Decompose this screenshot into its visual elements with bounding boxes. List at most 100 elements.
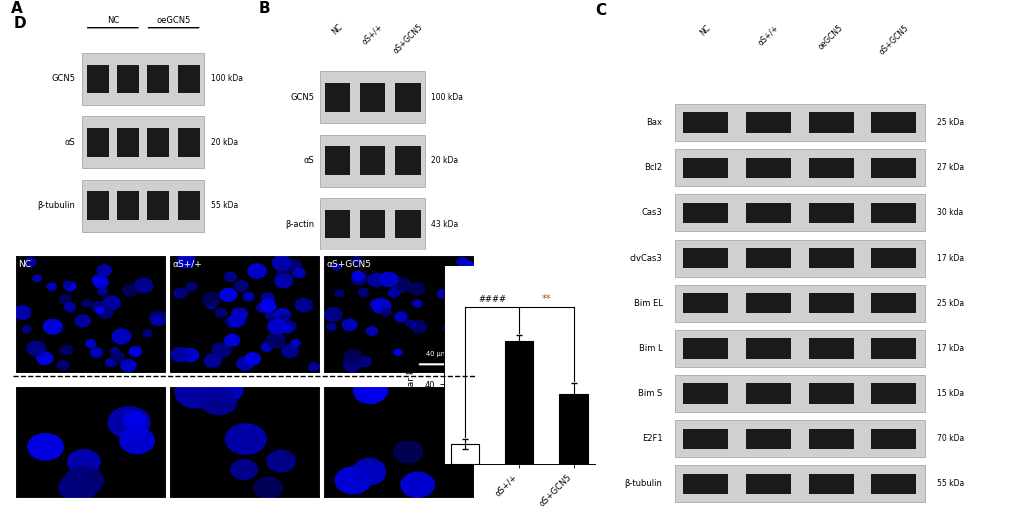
Circle shape — [343, 350, 362, 364]
Circle shape — [335, 467, 371, 493]
Text: 70 kDa: 70 kDa — [936, 435, 963, 443]
Bar — [870, 429, 915, 449]
Circle shape — [391, 278, 411, 292]
Bar — [394, 210, 420, 239]
Circle shape — [150, 312, 167, 326]
Bar — [394, 83, 420, 111]
Text: αS+GCN5: αS+GCN5 — [876, 23, 910, 56]
Circle shape — [224, 272, 236, 281]
Circle shape — [28, 341, 46, 356]
Text: Cas3: Cas3 — [641, 208, 662, 217]
Bar — [674, 285, 924, 322]
Circle shape — [287, 260, 302, 271]
Circle shape — [98, 307, 113, 318]
Bar — [683, 203, 728, 223]
Bar — [745, 157, 791, 178]
Circle shape — [44, 319, 62, 334]
Circle shape — [112, 329, 130, 343]
Text: NC: NC — [107, 17, 119, 26]
Text: β-actin: β-actin — [284, 220, 314, 229]
Circle shape — [204, 354, 221, 367]
Bar — [325, 146, 350, 175]
Circle shape — [86, 340, 96, 348]
Circle shape — [268, 319, 286, 334]
Text: 43 kDa: 43 kDa — [431, 220, 459, 229]
Bar — [83, 53, 204, 105]
Circle shape — [111, 348, 119, 354]
Circle shape — [175, 378, 216, 408]
Circle shape — [119, 428, 154, 453]
Text: 25 kDa: 25 kDa — [936, 118, 963, 127]
Bar — [674, 240, 924, 277]
Circle shape — [352, 271, 364, 281]
Text: αS+/+: αS+/+ — [172, 260, 202, 269]
Circle shape — [243, 292, 254, 301]
Text: 30 kda: 30 kda — [936, 208, 962, 217]
Bar — [683, 113, 728, 133]
Bar — [674, 375, 924, 412]
Circle shape — [354, 379, 386, 403]
Text: β-tubulin: β-tubulin — [38, 201, 75, 210]
Circle shape — [94, 277, 108, 288]
Bar — [87, 192, 108, 220]
Circle shape — [64, 303, 75, 312]
Circle shape — [225, 424, 266, 454]
Text: αS+/+: αS+/+ — [756, 23, 780, 47]
Circle shape — [97, 265, 111, 276]
Text: clvCas3: clvCas3 — [629, 254, 662, 263]
Circle shape — [82, 300, 91, 307]
Bar — [870, 338, 915, 358]
Bar — [674, 465, 924, 502]
Bar — [83, 116, 204, 168]
Bar — [683, 157, 728, 178]
Circle shape — [98, 288, 107, 295]
Circle shape — [120, 359, 136, 371]
Circle shape — [261, 343, 272, 351]
Text: Bim S: Bim S — [638, 389, 662, 398]
Circle shape — [309, 363, 319, 371]
Bar — [870, 157, 915, 178]
Text: αS+GCN5: αS+GCN5 — [326, 260, 371, 269]
Bar — [683, 338, 728, 358]
Bar — [808, 293, 853, 314]
Bar — [808, 474, 853, 494]
Circle shape — [400, 473, 434, 497]
Text: ####: #### — [478, 295, 505, 304]
Circle shape — [437, 290, 448, 299]
Circle shape — [334, 290, 343, 297]
Bar — [148, 128, 169, 157]
Text: 20 kDa: 20 kDa — [211, 138, 237, 147]
Bar — [745, 383, 791, 404]
Circle shape — [24, 258, 36, 267]
Circle shape — [275, 269, 292, 283]
Circle shape — [57, 361, 68, 369]
Text: 20 kDa: 20 kDa — [431, 156, 459, 165]
Bar — [504, 341, 533, 464]
Circle shape — [60, 345, 72, 355]
Circle shape — [75, 315, 90, 327]
Text: NC: NC — [698, 23, 712, 38]
Circle shape — [103, 296, 120, 309]
Circle shape — [257, 303, 268, 312]
Circle shape — [457, 257, 468, 266]
Bar — [808, 157, 853, 178]
Circle shape — [129, 347, 142, 356]
Bar — [325, 210, 350, 239]
Circle shape — [63, 281, 71, 288]
Bar — [117, 128, 139, 157]
Circle shape — [33, 275, 41, 282]
Bar — [674, 330, 924, 367]
Circle shape — [181, 349, 199, 362]
Circle shape — [265, 312, 274, 318]
Text: C: C — [594, 4, 605, 18]
Text: αS+/+: αS+/+ — [361, 22, 384, 46]
Bar — [745, 113, 791, 133]
Circle shape — [93, 276, 102, 283]
Circle shape — [267, 451, 294, 472]
Circle shape — [59, 474, 97, 501]
Circle shape — [366, 327, 377, 336]
Circle shape — [394, 312, 407, 321]
Text: Bim EL: Bim EL — [633, 299, 662, 308]
Circle shape — [135, 278, 153, 293]
Circle shape — [293, 268, 305, 278]
